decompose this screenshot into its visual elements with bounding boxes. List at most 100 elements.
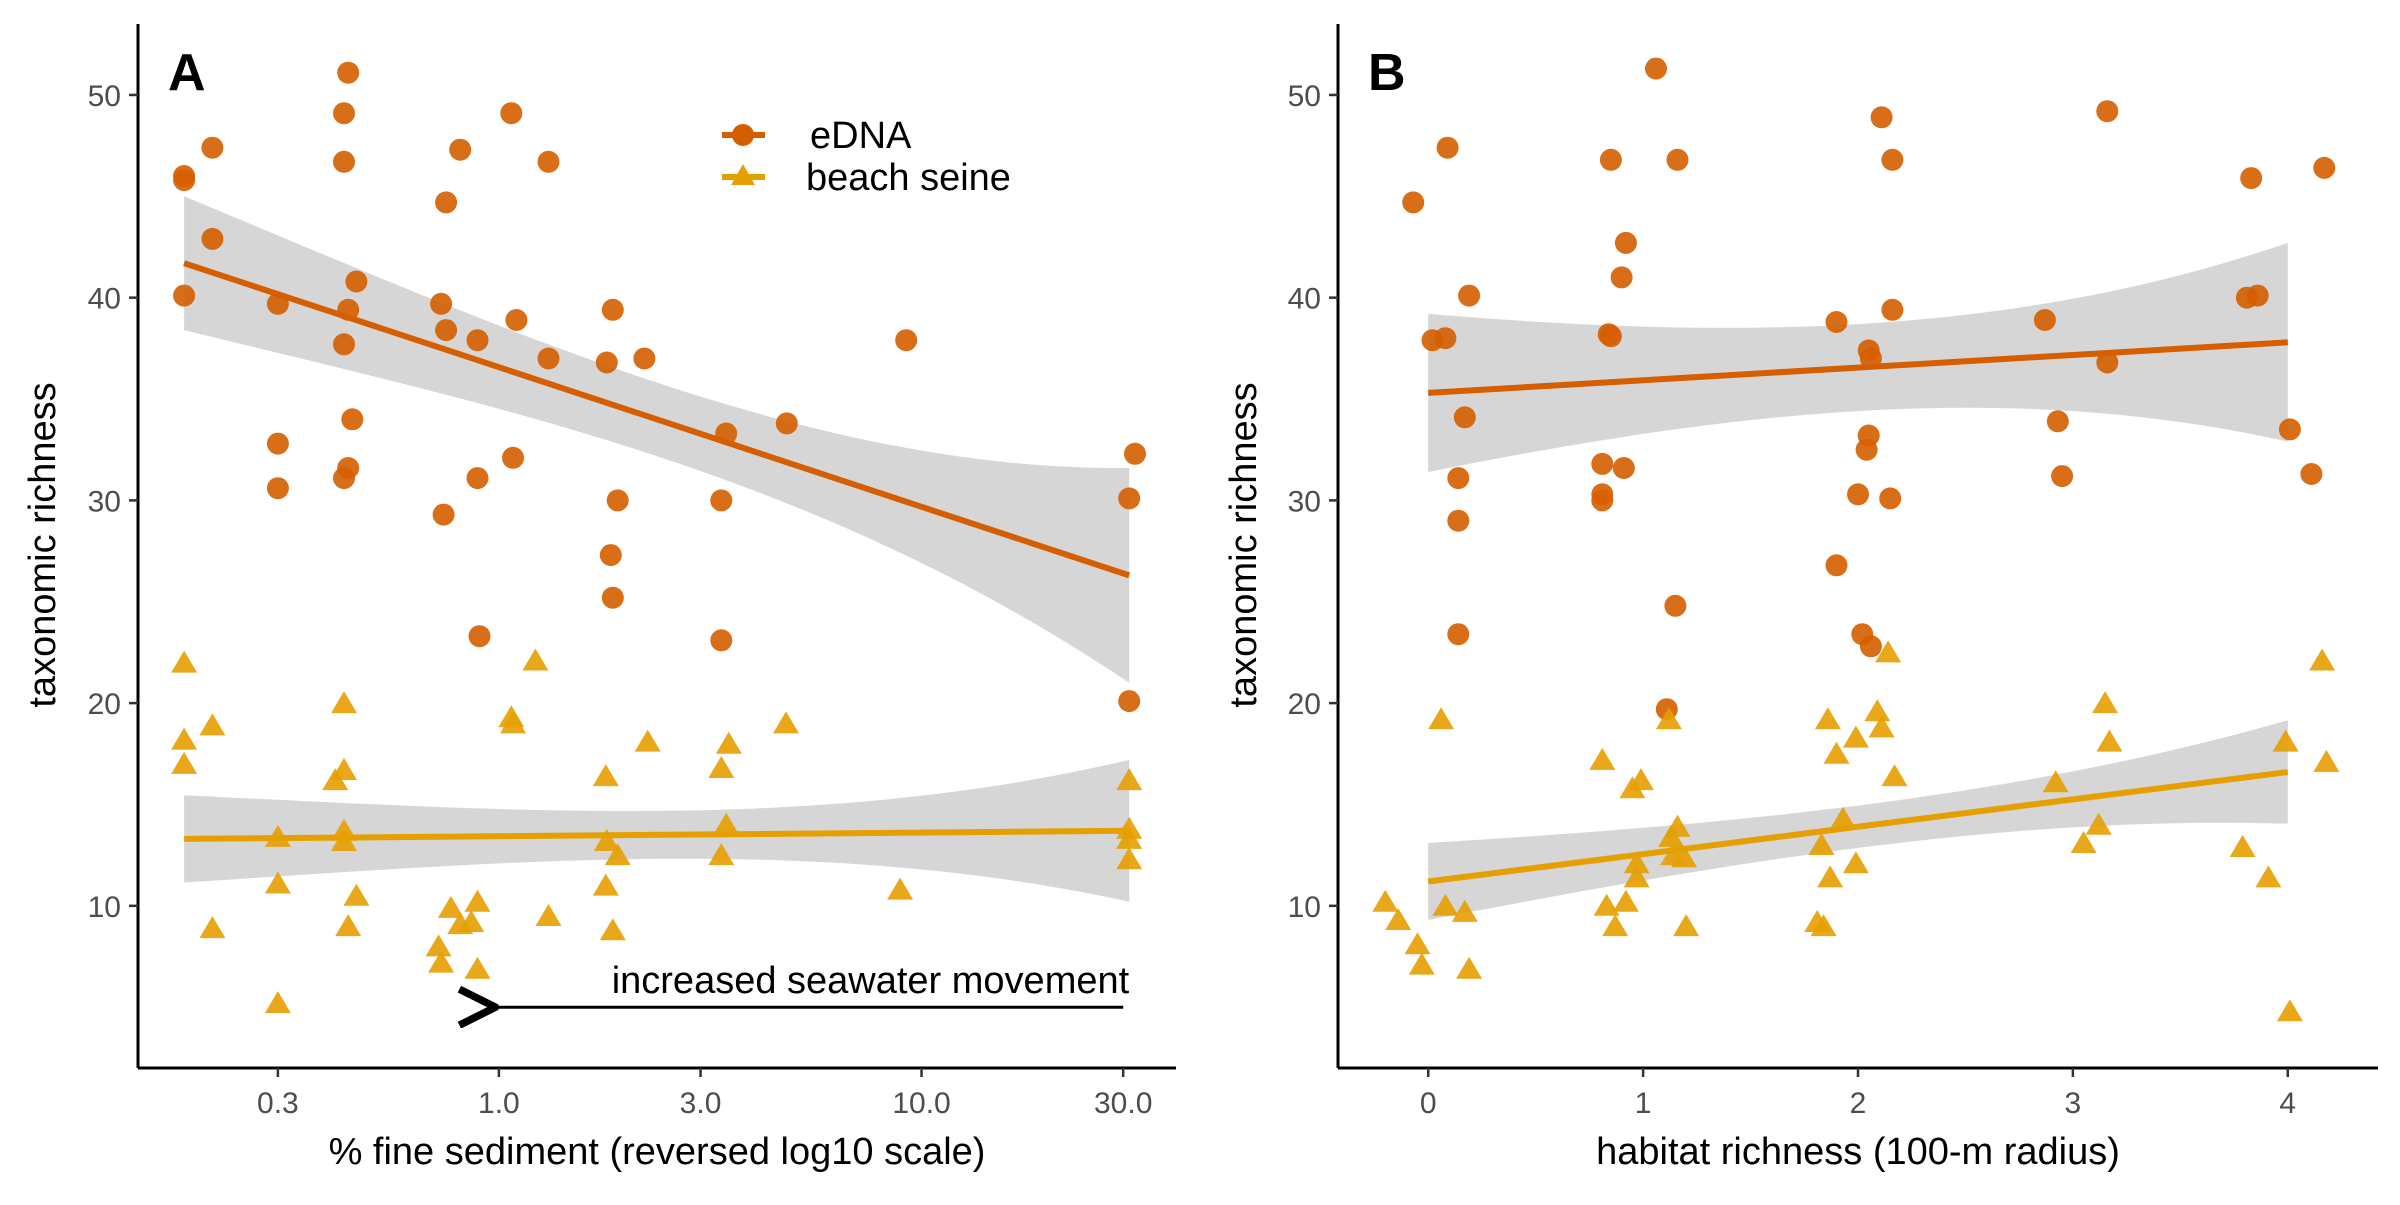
edna-point [502, 446, 524, 469]
panel-b-axes: 10 20 30 40 50 0 1 2 3 4 [1288, 24, 2378, 1120]
edna-point [1881, 298, 1904, 321]
edna-fit-line [183, 260, 1131, 579]
edna-point [537, 347, 560, 370]
seine-point [1116, 847, 1143, 870]
edna-point [2313, 156, 2336, 179]
seine-point [1814, 707, 1841, 730]
seine-fit-line [1427, 769, 2289, 885]
x-tick-label: 10.0 [892, 1087, 950, 1120]
panel-b-fit-lines [1427, 339, 2289, 885]
seine-point [2092, 691, 2119, 714]
seine-point [199, 916, 226, 939]
edna-point [500, 102, 523, 125]
edna-point [468, 625, 491, 648]
edna-point [2240, 167, 2263, 190]
edna-point [2235, 286, 2258, 309]
seine-confidence-band [184, 759, 1130, 902]
edna-point [430, 292, 453, 315]
edna-point [633, 347, 656, 370]
seine-point [2229, 835, 2256, 857]
edna-point [266, 432, 289, 455]
seine-point [1428, 707, 1455, 730]
panel-b: 10 20 30 40 50 0 1 2 3 4 B habitat richness (100-… [1223, 24, 2378, 1173]
seine-point [199, 713, 226, 736]
seine-point [171, 650, 198, 673]
edna-point [173, 169, 196, 192]
edna-point [710, 489, 733, 512]
x-tick-label: 3.0 [680, 1087, 722, 1120]
seine-point [1628, 768, 1654, 791]
panel-b-y-axis-title: taxonomic richness [1223, 382, 1265, 707]
edna-point [341, 408, 364, 431]
x-tick-label: 0 [1420, 1087, 1437, 1120]
seine-point [264, 871, 291, 894]
seine-point [264, 991, 291, 1014]
edna-point [606, 489, 629, 512]
seine-point [428, 950, 455, 973]
edna-point [1447, 467, 1470, 490]
edna-point [345, 270, 368, 293]
panel-a-fit-lines [183, 260, 1131, 842]
seine-point [1623, 865, 1650, 888]
panel-a-points [171, 61, 1146, 1014]
edna-point [601, 298, 624, 321]
panel-a-label: A [168, 44, 206, 102]
edna-point [449, 138, 472, 161]
seine-point [1671, 845, 1697, 868]
x-tick-label: 1.0 [478, 1087, 520, 1120]
edna-point [1447, 509, 1470, 532]
seine-point [715, 731, 742, 754]
legend-seine-marker [731, 164, 755, 185]
edna-fit-line [1428, 339, 2288, 396]
x-tick-label: 30.0 [1094, 1087, 1152, 1120]
edna-point [1881, 148, 1904, 171]
edna-point [466, 329, 489, 352]
y-tick-label: 20 [88, 688, 121, 721]
edna-point [173, 284, 196, 307]
edna-point [2278, 418, 2301, 441]
seine-point [2272, 729, 2299, 752]
seine-point [425, 934, 452, 957]
edna-point [466, 467, 489, 490]
edna-point [1610, 266, 1633, 289]
panel-b-ribbons [1428, 242, 2288, 920]
edna-point [2300, 463, 2323, 485]
edna-point [337, 61, 360, 84]
edna-point [2046, 410, 2069, 433]
seine-point [171, 751, 198, 774]
edna-point [595, 351, 618, 374]
annotation-text: increased seawater movement [612, 960, 1130, 1002]
seine-point [599, 918, 626, 941]
panel-a: 10 20 30 40 50 0.3 1.0 3.0 10.0 30.0 A % fine sed… [22, 24, 1176, 1173]
panel-b-label: B [1368, 44, 1406, 102]
seine-point [592, 873, 619, 896]
edna-point [2096, 351, 2119, 374]
seine-point [322, 768, 349, 791]
seine-point [887, 877, 914, 900]
seine-point [1372, 889, 1399, 912]
seine-point [1655, 707, 1682, 730]
seine-point [2042, 770, 2069, 793]
seine-point [1842, 725, 1869, 748]
edna-confidence-band [1428, 242, 2288, 472]
edna-point [435, 191, 458, 214]
seine-point [2309, 648, 2336, 671]
seine-point [1602, 914, 1629, 937]
seine-point [1451, 899, 1478, 922]
edna-point [201, 227, 224, 250]
seine-point [1875, 640, 1902, 663]
panel-a-axes: 10 20 30 40 50 0.3 1.0 3.0 10.0 30.0 [88, 24, 1176, 1120]
seine-fit-line [184, 827, 1130, 842]
edna-point [1453, 406, 1476, 429]
seine-point [1593, 893, 1620, 916]
panel-b-points [1372, 57, 2340, 1022]
legend-seine-label: beach seine [806, 157, 1011, 199]
seine-point [535, 904, 562, 926]
edna-point [1436, 136, 1459, 159]
y-tick-label: 10 [1288, 891, 1321, 924]
edna-point [1870, 106, 1893, 129]
seine-point [2276, 999, 2303, 1022]
seine-point [2096, 729, 2123, 752]
seine-point [447, 912, 474, 935]
seine-point [343, 883, 370, 906]
